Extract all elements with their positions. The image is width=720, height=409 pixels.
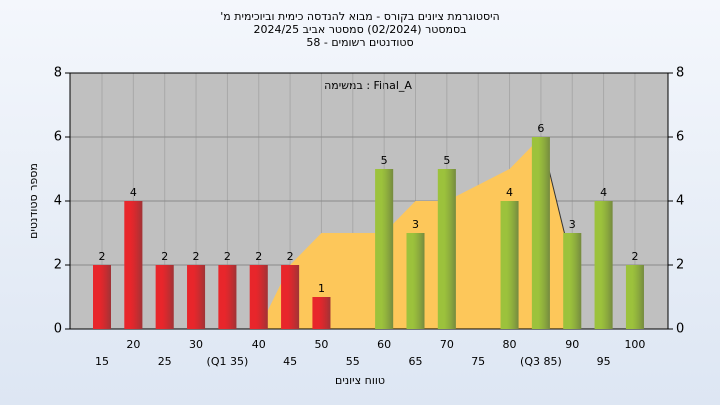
y2-tick-label: 2 [676, 258, 684, 273]
bar-shade [155, 265, 174, 329]
bar-shade [93, 265, 111, 329]
data-label: 2 [287, 250, 294, 263]
data-label: 2 [224, 250, 231, 263]
x-tick-label: 65 [409, 355, 423, 368]
chart-subtitle: בסמסטר (02/2024) סמסטר אביב 2024/25 [253, 23, 466, 36]
data-label: 4 [600, 186, 607, 199]
data-label: 2 [255, 250, 262, 263]
annotation: במשימה : Final_A [324, 79, 412, 92]
bar-shade [375, 169, 394, 329]
chart-title: 'היסטוגרמת ציונים בקורס - מבוא להנדסה כי… [220, 10, 500, 23]
x-tick-label: 60 [377, 338, 391, 351]
bar-shade [531, 137, 550, 329]
data-label: 4 [506, 186, 513, 199]
chart-subtitle: סטודנטים רשומים - 58 [306, 36, 413, 49]
data-label: 5 [443, 154, 450, 167]
x-tick-label: (Q3 85) [520, 355, 562, 368]
data-label: 1 [318, 282, 325, 295]
x-tick-label: 95 [597, 355, 611, 368]
data-label: 4 [130, 186, 137, 199]
data-label: 2 [99, 250, 106, 263]
x-tick-label: 40 [252, 338, 266, 351]
x-axis-label: טווח ציונים [335, 374, 385, 387]
y2-tick-label: 6 [676, 130, 684, 145]
bar-shade [625, 265, 644, 329]
data-label: 3 [412, 218, 419, 231]
plot-frame [69, 72, 669, 330]
y2-tick-label: 4 [676, 194, 684, 209]
x-tick-label: 70 [440, 338, 454, 351]
bar-shade [124, 201, 143, 329]
bar-shade [218, 265, 237, 329]
x-tick-label: 20 [126, 338, 140, 351]
data-label: 2 [193, 250, 200, 263]
x-tick-label: 100 [624, 338, 645, 351]
x-tick-label: 45 [283, 355, 297, 368]
x-tick-label: 75 [471, 355, 485, 368]
data-label: 6 [537, 122, 544, 135]
y-axis-label: מספר סטודנטים [27, 163, 40, 239]
bar-shade [187, 265, 206, 329]
data-label: 5 [381, 154, 388, 167]
x-tick-label: 50 [314, 338, 328, 351]
data-label: 2 [161, 250, 168, 263]
y-tick-label: 0 [54, 322, 62, 337]
bar-shade [312, 297, 331, 329]
bar-shade [500, 201, 519, 329]
y-tick-label: 8 [54, 66, 62, 81]
y2-tick-label: 8 [676, 66, 684, 81]
x-tick-label: 30 [189, 338, 203, 351]
bar-shade [563, 233, 582, 329]
data-label: 2 [631, 250, 638, 263]
x-tick-label: 90 [565, 338, 579, 351]
bar-shade [249, 265, 268, 329]
x-tick-label: 80 [503, 338, 517, 351]
bar-shade [281, 265, 300, 329]
data-label: 3 [569, 218, 576, 231]
bar-shade [437, 169, 456, 329]
x-tick-label: 25 [158, 355, 172, 368]
y-tick-label: 2 [54, 258, 62, 273]
bar-shade [594, 201, 613, 329]
y-tick-label: 4 [54, 194, 62, 209]
x-tick-label: 55 [346, 355, 360, 368]
x-tick-label: 15 [95, 355, 109, 368]
x-tick-label: (Q1 35) [207, 355, 249, 368]
y2-tick-label: 0 [676, 322, 684, 337]
bar-shade [406, 233, 425, 329]
y-tick-label: 6 [54, 130, 62, 145]
